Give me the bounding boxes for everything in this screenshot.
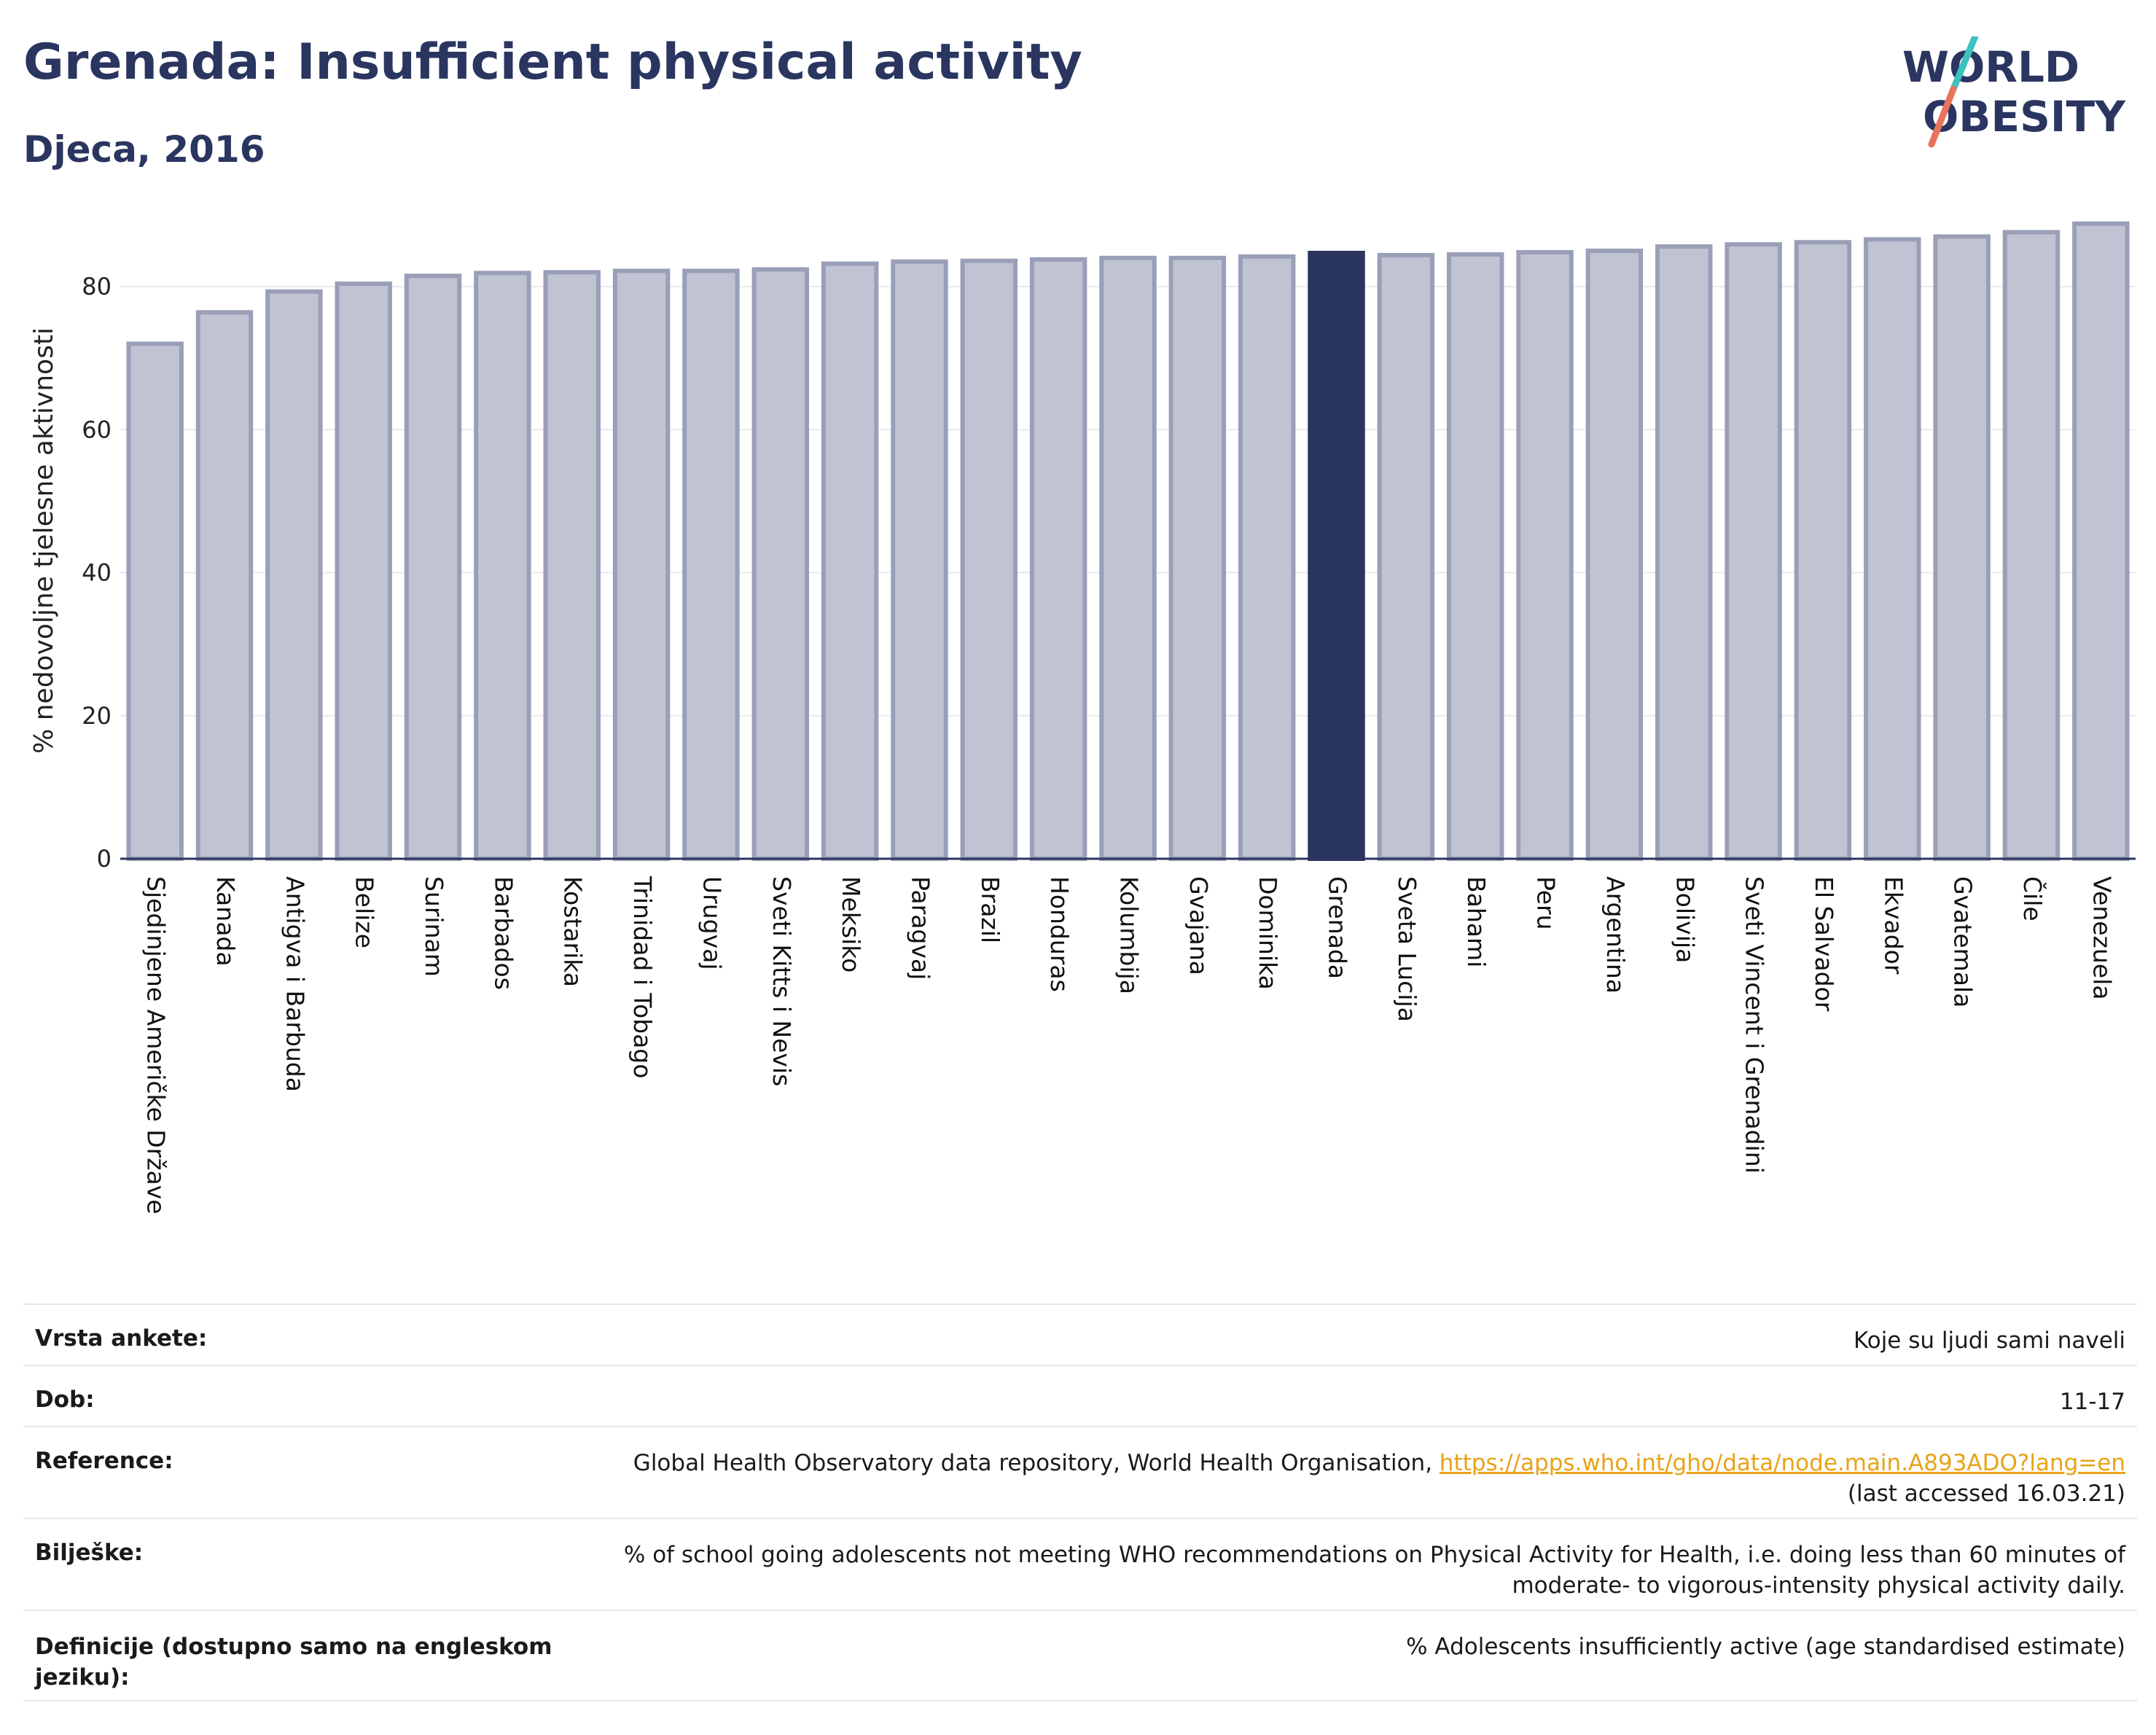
chart-subtitle: Djeca, 2016 — [23, 128, 265, 171]
notes-value: % of school going adolescents not meetin… — [623, 1542, 2125, 1599]
bar — [1794, 240, 1852, 861]
bar-chart: 0 20 40 60 80 % nedovoljne tjelesne aktivnost… — [29, 221, 2136, 1214]
x-tick-label: Sveti Vincent i Grenadini — [1741, 876, 1769, 1174]
notes-label: Bilješke: — [35, 1540, 144, 1566]
survey-type-value: Koje su ljudi sami naveli — [1853, 1327, 2125, 1354]
x-tick-label: Ekvador — [1879, 876, 1907, 975]
bar — [751, 267, 810, 861]
bar — [1099, 255, 1157, 862]
x-tick-label: Grenada — [1324, 876, 1352, 979]
reference-accessed: (last accessed 16.03.21) — [1847, 1481, 2125, 1507]
bar — [543, 270, 601, 861]
bar — [1029, 257, 1087, 861]
bar — [2002, 230, 2061, 861]
x-tick-label: Sveti Kitts i Nevis — [768, 876, 796, 1086]
bar — [612, 268, 671, 861]
reference-row: Reference: Global Health Observatory dat… — [23, 1426, 2137, 1518]
notes-row: Bilješke: % of school going adolescents … — [23, 1518, 2137, 1610]
y-tick-label: 20 — [82, 702, 112, 730]
definition-value: % Adolescents insufficiently active (age… — [1406, 1634, 2125, 1660]
age-row: Dob: 11-17 — [23, 1365, 2137, 1426]
x-tick-label: Sjedinjene Američke Države — [142, 876, 171, 1214]
age-value: 11-17 — [2059, 1389, 2125, 1415]
y-tick-label: 0 — [97, 845, 112, 873]
y-tick-label: 80 — [82, 273, 112, 300]
x-tick-label: Sveta Lucija — [1393, 876, 1421, 1022]
x-tick-label: Kanada — [211, 876, 240, 967]
x-tick-label: Barbados — [489, 876, 517, 990]
reference-label: Reference: — [35, 1448, 173, 1474]
info-table: Vrsta ankete: Koje su ljudi sami naveli … — [23, 1303, 2137, 1701]
x-tick-label: Peru — [1532, 876, 1561, 930]
bar — [195, 310, 254, 862]
bar — [126, 341, 184, 862]
x-tick-label: Dominika — [1254, 876, 1282, 990]
x-tick-label: Paragvaj — [906, 876, 934, 980]
x-tick-label: Venezuela — [2087, 876, 2116, 999]
svg-text:WORLD: WORLD — [1902, 42, 2079, 92]
bar — [682, 268, 740, 861]
bar — [821, 261, 879, 861]
bar — [960, 258, 1018, 861]
y-axis-title: % nedovoljne tjelesne aktivnosti — [29, 327, 59, 754]
x-tick-label: Trinidad i Tobago — [628, 876, 657, 1078]
x-tick-label: Kolumbija — [1115, 876, 1144, 994]
bar — [265, 289, 323, 861]
bar — [1585, 249, 1644, 861]
bar — [1725, 242, 1782, 861]
x-tick-label: Belize — [351, 876, 379, 948]
bar — [1933, 234, 1991, 861]
definition-label: Definicije (dostupno samo na engleskom j… — [35, 1634, 552, 1691]
bar — [1377, 252, 1435, 862]
y-tick-label: 40 — [82, 559, 112, 587]
x-tick-label: Gvatemala — [1949, 876, 1977, 1007]
x-tick-label: Antigva i Barbuda — [281, 876, 309, 1092]
bar — [1864, 237, 1921, 861]
bar — [404, 273, 462, 861]
chart-title: Grenada: Insufficient physical activity — [23, 34, 1082, 91]
bar — [2072, 221, 2130, 862]
x-tick-label: Surinam — [420, 876, 448, 977]
x-tick-label: Argentina — [1601, 876, 1630, 994]
x-tick-label: Brazil — [976, 876, 1004, 943]
bar — [1168, 255, 1227, 862]
x-tick-label: Gvajana — [1184, 876, 1213, 975]
bar — [1238, 254, 1296, 862]
bar-highlight — [1308, 250, 1365, 861]
x-tick-label: Bahami — [1462, 876, 1491, 967]
bar — [335, 281, 392, 862]
bar — [474, 270, 531, 862]
x-tick-label: Honduras — [1045, 876, 1074, 992]
reference-text: Global Health Observatory data repositor… — [633, 1450, 1440, 1476]
x-tick-label: El Salvador — [1810, 876, 1838, 1012]
definition-row: Definicije (dostupno samo na engleskom j… — [23, 1610, 2137, 1701]
survey-type-label: Vrsta ankete: — [35, 1325, 208, 1352]
bar — [1446, 252, 1504, 861]
y-tick-label: 60 — [82, 416, 112, 443]
world-obesity-logo: WORLD OBESITY — [1902, 36, 2126, 148]
x-tick-label: Bolivija — [1671, 876, 1699, 963]
bar — [891, 259, 948, 861]
survey-type-row: Vrsta ankete: Koje su ljudi sami naveli — [23, 1303, 2137, 1365]
x-tick-label: Urugvaj — [698, 876, 726, 970]
age-label: Dob: — [35, 1387, 95, 1413]
bar — [1655, 244, 1713, 861]
reference-value: Global Health Observatory data repositor… — [560, 1448, 2125, 1507]
reference-link[interactable]: https://apps.who.int/gho/data/node.main.… — [1439, 1450, 2125, 1476]
x-tick-label: Kostarika — [559, 876, 587, 987]
x-tick-label: Meksiko — [837, 876, 865, 972]
x-tick-label: Čile — [2018, 876, 2047, 921]
bar — [1516, 250, 1574, 862]
svg-text:OBESITY: OBESITY — [1923, 92, 2126, 141]
